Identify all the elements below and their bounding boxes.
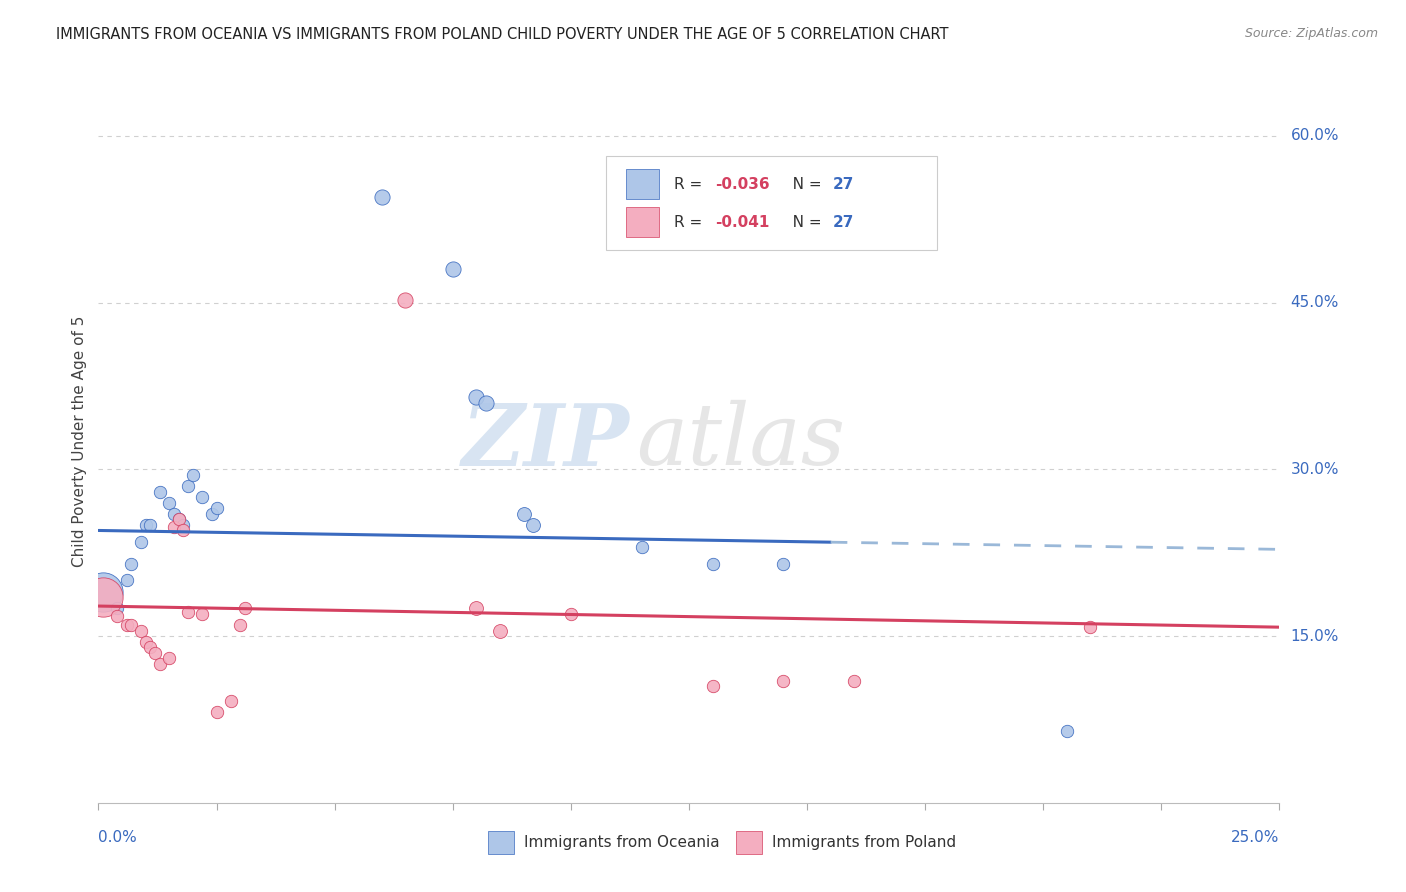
Point: [157, 651, 180, 665]
Text: -0.036: -0.036: [714, 177, 769, 192]
Point: [149, 484, 172, 499]
Text: R =: R =: [673, 177, 707, 192]
Point: [172, 524, 194, 538]
Point: [163, 507, 186, 521]
Point: [115, 618, 138, 632]
Text: 27: 27: [832, 177, 855, 192]
Point: [167, 512, 190, 526]
Point: [157, 496, 180, 510]
Point: [121, 557, 143, 571]
Point: [129, 624, 152, 638]
Text: N =: N =: [778, 215, 825, 229]
Point: [129, 534, 152, 549]
Text: Immigrants from Poland: Immigrants from Poland: [772, 835, 956, 850]
Y-axis label: Child Poverty Under the Age of 5: Child Poverty Under the Age of 5: [72, 316, 87, 567]
Text: 0.0%: 0.0%: [98, 830, 138, 846]
Point: [135, 634, 157, 648]
Text: 45.0%: 45.0%: [1291, 295, 1339, 310]
Point: [105, 609, 128, 624]
Point: [181, 467, 204, 482]
Bar: [488, 831, 515, 855]
Text: Immigrants from Oceania: Immigrants from Oceania: [523, 835, 720, 850]
Text: R =: R =: [673, 215, 707, 229]
Point: [1080, 620, 1102, 634]
Point: [163, 520, 186, 534]
Point: [105, 601, 128, 615]
Point: [139, 517, 162, 532]
Point: [371, 190, 394, 204]
Text: 27: 27: [832, 215, 855, 229]
Point: [115, 574, 138, 588]
Bar: [626, 169, 659, 199]
Point: [191, 607, 214, 621]
Bar: [626, 207, 659, 237]
Point: [233, 601, 256, 615]
Point: [394, 293, 416, 308]
Point: [441, 262, 464, 277]
Point: [489, 624, 512, 638]
Point: [201, 507, 224, 521]
Point: [512, 507, 534, 521]
Point: [630, 540, 652, 554]
Text: Source: ZipAtlas.com: Source: ZipAtlas.com: [1244, 27, 1378, 40]
Point: [772, 673, 794, 688]
Point: [844, 673, 866, 688]
Point: [772, 557, 794, 571]
Point: [135, 517, 157, 532]
Text: IMMIGRANTS FROM OCEANIA VS IMMIGRANTS FROM POLAND CHILD POVERTY UNDER THE AGE OF: IMMIGRANTS FROM OCEANIA VS IMMIGRANTS FR…: [56, 27, 949, 42]
Point: [475, 395, 498, 409]
Point: [560, 607, 582, 621]
Point: [191, 490, 214, 504]
Text: 60.0%: 60.0%: [1291, 128, 1339, 144]
Point: [229, 618, 252, 632]
Point: [177, 605, 200, 619]
Bar: [737, 831, 762, 855]
Point: [177, 479, 200, 493]
FancyBboxPatch shape: [606, 156, 936, 250]
Text: 25.0%: 25.0%: [1232, 830, 1279, 846]
Point: [149, 657, 172, 671]
Point: [167, 512, 190, 526]
Point: [1056, 723, 1078, 738]
Point: [205, 705, 228, 719]
Text: atlas: atlas: [636, 401, 845, 483]
Text: N =: N =: [778, 177, 825, 192]
Point: [702, 557, 724, 571]
Point: [91, 584, 114, 599]
Text: ZIP: ZIP: [463, 400, 630, 483]
Point: [139, 640, 162, 655]
Point: [91, 590, 114, 604]
Point: [143, 646, 166, 660]
Point: [172, 517, 194, 532]
Text: 15.0%: 15.0%: [1291, 629, 1339, 643]
Text: -0.041: -0.041: [714, 215, 769, 229]
Point: [465, 390, 488, 404]
Point: [219, 693, 242, 707]
Text: 30.0%: 30.0%: [1291, 462, 1339, 477]
Point: [121, 618, 143, 632]
Point: [522, 517, 544, 532]
Point: [465, 601, 488, 615]
Point: [702, 679, 724, 693]
Point: [205, 501, 228, 516]
